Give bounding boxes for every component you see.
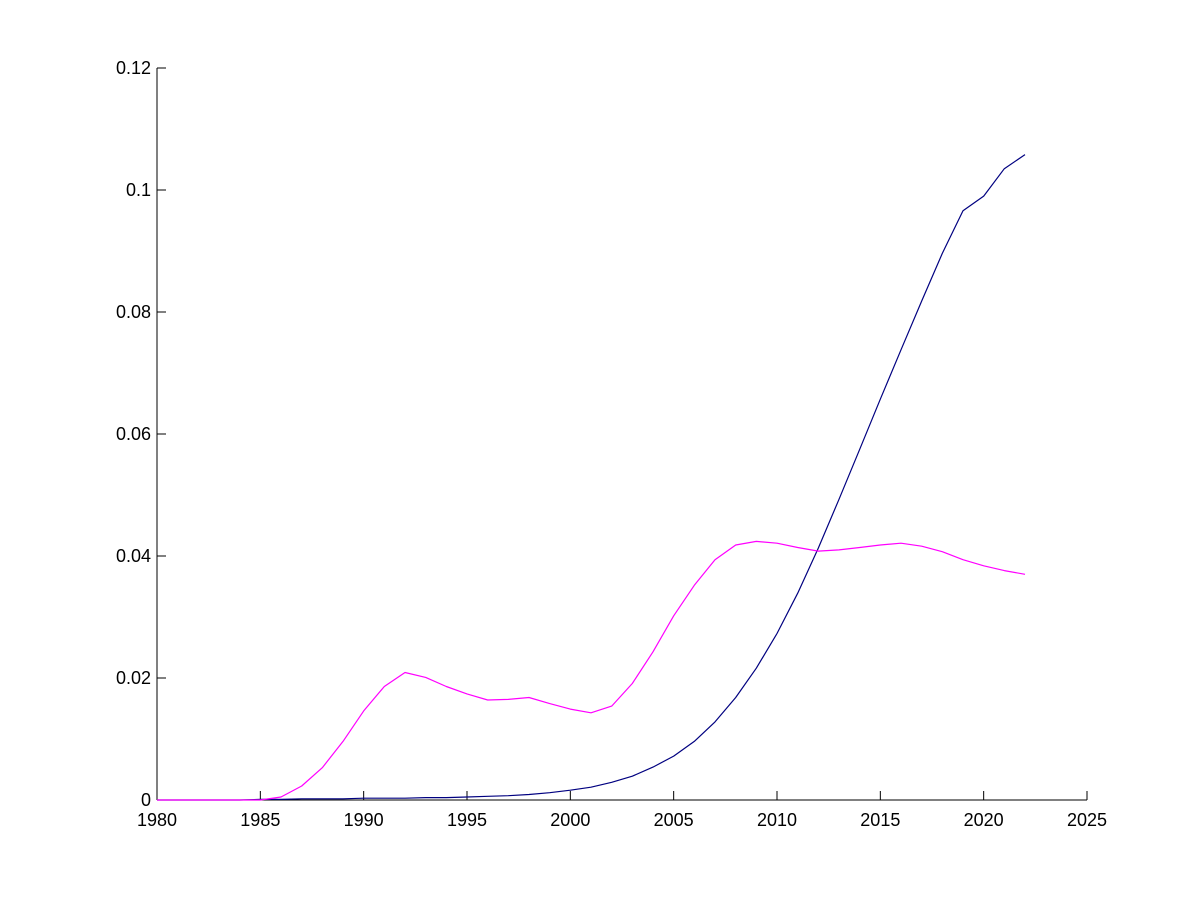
y-tick-label: 0.02: [116, 668, 151, 688]
x-tick-label: 2005: [654, 810, 694, 830]
series-line-2: [157, 540, 1026, 801]
x-tick-label: 2010: [757, 810, 797, 830]
axes: 1980 1985 1990 1995 2000 2005 2010 2015 2020 2025…: [116, 58, 1107, 830]
x-tick-label: 1995: [447, 810, 487, 830]
y-tick-label: 0.1: [126, 180, 151, 200]
series-layer: [157, 154, 1026, 801]
y-tick-label: 0: [141, 790, 151, 810]
x-tick-label: 2025: [1067, 810, 1107, 830]
y-tick-label: 0.06: [116, 424, 151, 444]
x-tick-label: 1980: [137, 810, 177, 830]
y-tick-label: 0.12: [116, 58, 151, 78]
y-tick-label: 0.04: [116, 546, 151, 566]
x-tick-label: 2000: [550, 810, 590, 830]
series-line-1: [157, 154, 1026, 801]
x-tick-label: 2020: [964, 810, 1004, 830]
x-tick-label: 1985: [240, 810, 280, 830]
y-tick-label: 0.08: [116, 302, 151, 322]
x-tick-label: 2015: [860, 810, 900, 830]
x-tick-label: 1990: [344, 810, 384, 830]
